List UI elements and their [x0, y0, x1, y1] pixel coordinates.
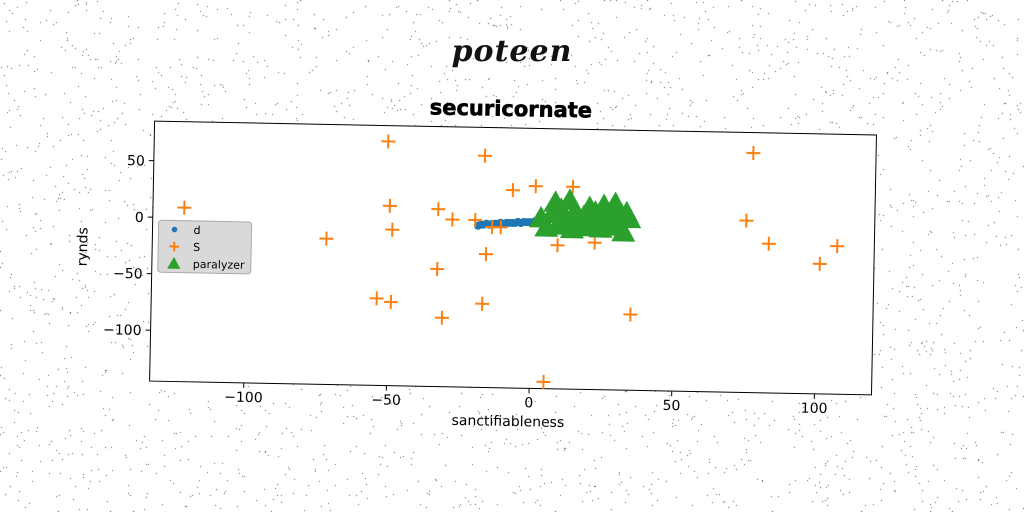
x-tick-label: 100 [801, 401, 828, 418]
data-point-S [430, 261, 445, 277]
legend-label: S [193, 241, 200, 254]
data-point-S [536, 374, 551, 389]
data-point-S [812, 256, 827, 271]
x-tick-label: 50 [662, 398, 680, 414]
legend-label: paralyzer [193, 258, 245, 272]
data-point-S [369, 291, 384, 306]
plot-area: −100 −50 0 50 100 50 0 −50 −100 [103, 120, 877, 418]
data-point-S [383, 295, 398, 310]
chart-title: securicornate [430, 95, 593, 122]
series-paralyzer [528, 188, 642, 242]
data-point-S [385, 222, 400, 237]
legend-label: d [193, 224, 200, 237]
data-point-S [565, 179, 580, 194]
legend-marker-S [169, 241, 180, 252]
supertitle: poteen [451, 34, 573, 69]
data-point-paralyzer [611, 219, 636, 242]
data-point-S [478, 148, 493, 163]
data-point-paralyzer [617, 206, 642, 229]
data-point-S [623, 307, 638, 322]
data-point-S [505, 183, 520, 198]
data-point-S [381, 134, 396, 149]
data-point-S [587, 235, 602, 250]
data-point-S [445, 212, 460, 227]
y-tick-label: 50 [127, 153, 145, 169]
data-point-S [382, 198, 397, 213]
data-point-S [319, 231, 334, 246]
legend-frame [157, 219, 253, 275]
data-point-S [177, 200, 192, 215]
y-axis-label: rynds [75, 227, 92, 266]
data-point-S [475, 296, 490, 311]
x-tick-label: −100 [224, 390, 263, 407]
plot-frame [149, 120, 877, 396]
data-point-S [528, 179, 543, 194]
data-point-S [434, 310, 449, 325]
y-tick-label: −50 [113, 266, 143, 283]
data-point-S [746, 145, 761, 160]
y-tick-label: −100 [103, 322, 142, 339]
y-tick-label: 0 [135, 210, 144, 226]
data-point-S [761, 236, 776, 251]
x-axis-label: sanctifiableness [451, 413, 564, 431]
legend-marker-d [171, 226, 178, 233]
data-point-S [830, 239, 845, 254]
x-tick-label: 0 [524, 395, 533, 411]
data-point-S [493, 220, 508, 235]
series-S [177, 134, 845, 389]
data-point-S [739, 213, 754, 228]
x-tick-label: −50 [371, 392, 401, 409]
data-point-S [431, 202, 446, 217]
legend-marker-paralyzer [167, 256, 181, 269]
data-point-S [550, 238, 565, 253]
chart-body: securicornate −100 −50 0 50 100 50 0 −50 −100 sa… [75, 95, 877, 431]
data-point-S [478, 247, 494, 262]
data-point-S [468, 212, 483, 228]
